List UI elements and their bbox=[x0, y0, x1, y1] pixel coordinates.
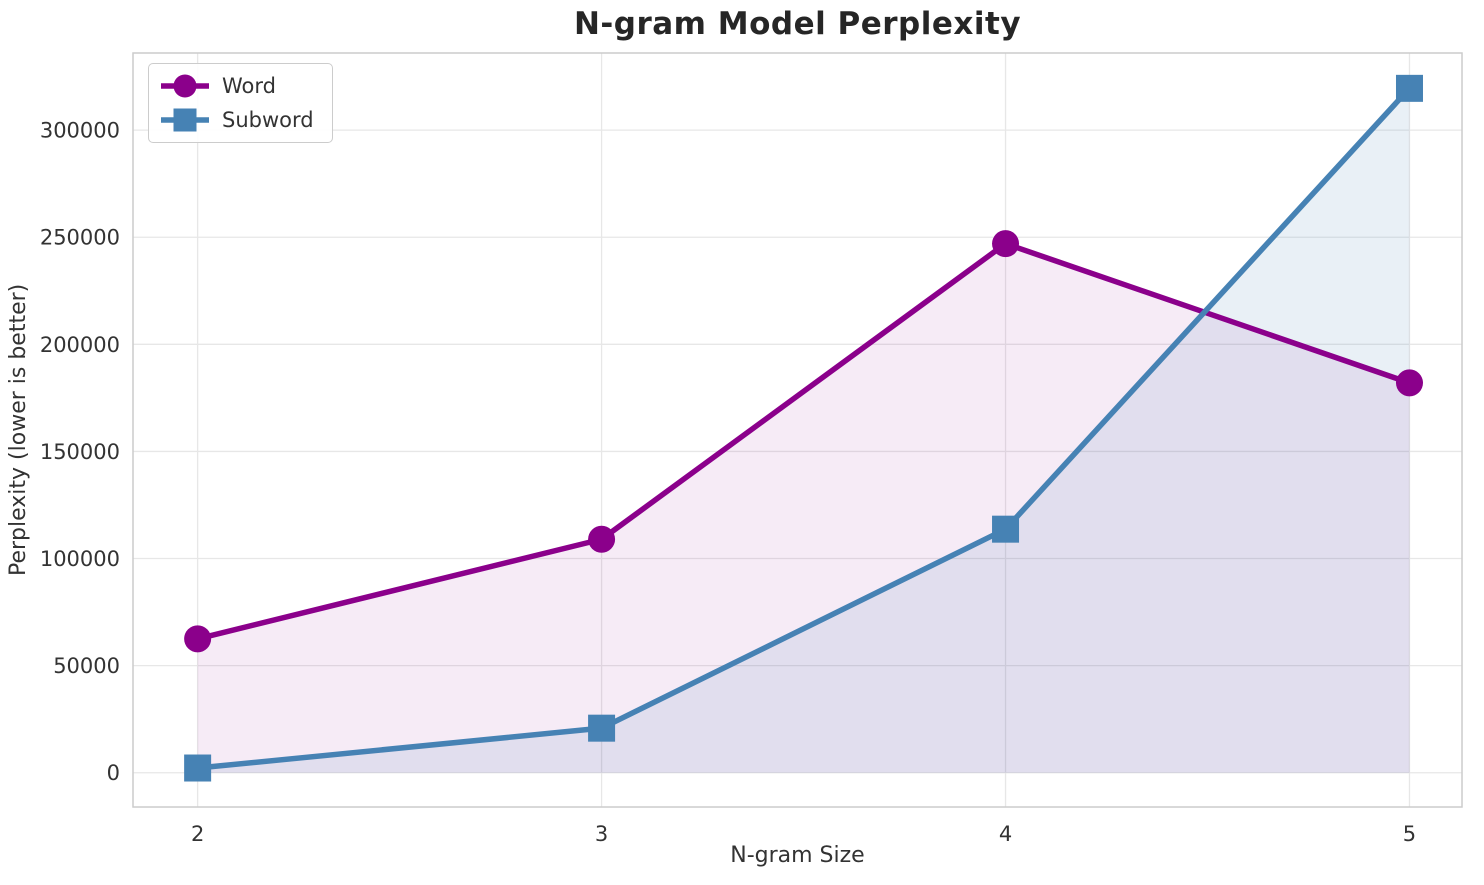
y-tick-label: 150000 bbox=[40, 440, 120, 464]
word-marker bbox=[588, 525, 616, 553]
y-tick-label: 250000 bbox=[40, 226, 120, 250]
subword-marker bbox=[992, 515, 1020, 543]
subword-marker bbox=[588, 714, 616, 742]
subword-line bbox=[197, 86, 1412, 771]
legend-item-word: Word bbox=[160, 73, 314, 99]
subword-marker bbox=[184, 754, 212, 782]
word-legend-marker-icon bbox=[161, 74, 209, 98]
y-tick-label: 50000 bbox=[53, 654, 120, 678]
x-axis-label: N-gram Size bbox=[730, 843, 865, 868]
legend-label: Word bbox=[222, 73, 276, 98]
y-tick-label: 0 bbox=[107, 761, 120, 785]
chart-title: N-gram Model Perplexity bbox=[573, 6, 1022, 42]
word-marker bbox=[992, 230, 1020, 258]
x-tick-label: 5 bbox=[1403, 822, 1416, 846]
y-tick-label: 300000 bbox=[40, 119, 120, 143]
x-tick-label: 3 bbox=[595, 822, 608, 846]
word-marker bbox=[184, 625, 212, 653]
subword-area-fill bbox=[197, 88, 1410, 773]
word-marker bbox=[1395, 369, 1423, 397]
y-tick-label: 100000 bbox=[40, 547, 120, 571]
subword-marker bbox=[1395, 74, 1423, 102]
x-tick-label: 2 bbox=[191, 822, 204, 846]
x-tick-label: 4 bbox=[999, 822, 1012, 846]
legend-label: Subword bbox=[222, 107, 314, 132]
y-tick-label: 200000 bbox=[40, 333, 120, 357]
word-area-fill bbox=[197, 243, 1410, 773]
word-line bbox=[196, 240, 1411, 642]
subword-legend-marker-icon bbox=[161, 108, 209, 132]
legend: Word Subword bbox=[148, 63, 333, 143]
plot-frame bbox=[132, 52, 1463, 808]
legend-item-subword: Subword bbox=[160, 107, 314, 133]
